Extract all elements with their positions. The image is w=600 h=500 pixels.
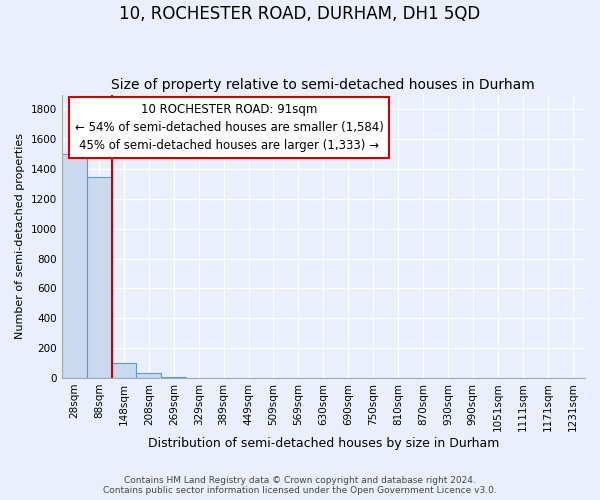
Bar [62,154,86,378]
Bar [161,377,186,378]
Text: Contains HM Land Registry data © Crown copyright and database right 2024.
Contai: Contains HM Land Registry data © Crown c… [103,476,497,495]
Bar [86,176,112,378]
Title: Size of property relative to semi-detached houses in Durham: Size of property relative to semi-detach… [112,78,535,92]
Text: 10, ROCHESTER ROAD, DURHAM, DH1 5QD: 10, ROCHESTER ROAD, DURHAM, DH1 5QD [119,5,481,23]
Bar [112,363,136,378]
Y-axis label: Number of semi-detached properties: Number of semi-detached properties [15,133,25,339]
X-axis label: Distribution of semi-detached houses by size in Durham: Distribution of semi-detached houses by … [148,437,499,450]
Bar [136,372,161,378]
Text: 10 ROCHESTER ROAD: 91sqm
← 54% of semi-detached houses are smaller (1,584)
45% o: 10 ROCHESTER ROAD: 91sqm ← 54% of semi-d… [74,103,383,152]
